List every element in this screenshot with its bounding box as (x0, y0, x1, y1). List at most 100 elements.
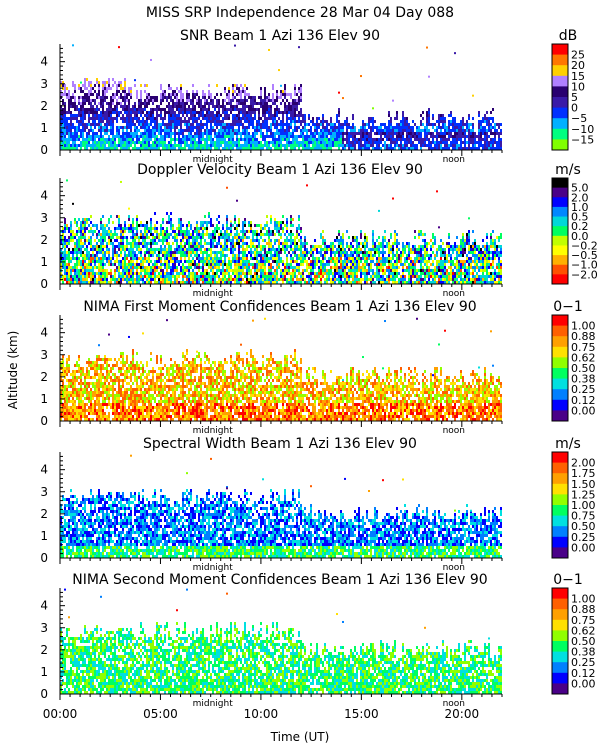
colorbar-swatch (552, 107, 568, 119)
colorbar-swatch (552, 641, 568, 653)
colorbar-swatch (552, 410, 568, 422)
colorbar-swatch (552, 505, 568, 517)
heatmap (60, 179, 502, 284)
colorbar-swatch (552, 630, 568, 642)
colorbar-tick-label: 1.00 (571, 320, 596, 333)
y-tick-label: 3 (40, 485, 48, 499)
colorbar-swatch (552, 547, 568, 559)
colorbar-tick-label: 0 (571, 102, 578, 115)
colorbar-tick-label: 0.00 (571, 541, 596, 554)
colorbar-tick-label: 0.50 (571, 635, 596, 648)
colorbar-tick-label: 1.0 (571, 201, 589, 214)
colorbar-swatch (552, 226, 568, 237)
colorbar-tick-label: 0.62 (571, 624, 596, 637)
marker-noon: noon (443, 426, 465, 436)
y-tick-label: 0 (40, 277, 48, 291)
colorbar: 1.000.880.750.620.500.380.250.120.00 0−1 (551, 299, 596, 422)
x-tick-label: 00:00 (43, 707, 78, 721)
colorbar-swatch (552, 452, 568, 464)
colorbar-tick-label: 25 (571, 49, 585, 62)
colorbar-swatch (552, 325, 568, 337)
marker-midnight: midnight (193, 563, 234, 573)
colorbar-tick-label: −15 (571, 133, 594, 146)
marker-midnight: midnight (193, 699, 234, 709)
colorbar-swatch (552, 378, 568, 390)
colorbar-swatch (552, 526, 568, 538)
colorbar-unit: m/s (555, 162, 581, 178)
colorbar-swatch (552, 187, 568, 198)
marker-noon: noon (443, 563, 465, 573)
colorbar-tick-label: 0.12 (571, 667, 596, 680)
colorbar-tick-label: −2.0 (571, 268, 598, 281)
panel-title: NIMA First Moment Confidences Beam 1 Azi… (83, 299, 476, 315)
colorbar-tick-label: 0.38 (571, 373, 596, 386)
colorbar-swatch (552, 86, 568, 98)
colorbar-swatch (552, 274, 568, 285)
colorbar-swatch (552, 118, 568, 130)
colorbar-swatch (552, 399, 568, 411)
colorbar: 5.02.01.00.50.20.0−0.2−0.5−1.0−2.0 m/s (551, 162, 598, 285)
heatmap (60, 454, 502, 558)
colorbar-tick-label: 0.0 (571, 230, 589, 243)
colorbar-swatch (552, 206, 568, 218)
colorbar-swatch (552, 672, 568, 684)
y-tick-label: 4 (40, 55, 48, 69)
colorbar-tick-label: 0.2 (571, 220, 589, 233)
y-tick-label: 1 (40, 665, 48, 679)
colorbar-swatch (552, 235, 568, 246)
colorbar-tick-label: 10 (571, 80, 585, 93)
colorbar-tick-label: 15 (571, 70, 585, 83)
colorbar-tick-label: 2.0 (571, 191, 589, 204)
colorbar-swatch (552, 128, 568, 140)
y-tick-label: 0 (40, 143, 48, 157)
y-tick-label: 1 (40, 121, 48, 135)
colorbar-swatch (552, 473, 568, 485)
y-tick-label: 3 (40, 621, 48, 635)
colorbar-swatch (552, 315, 568, 327)
colorbar-swatch (552, 588, 568, 600)
colorbar-tick-label: 0.75 (571, 510, 596, 523)
colorbar-tick-label: 0.88 (571, 330, 596, 343)
panel-title: Spectral Width Beam 1 Azi 136 Elev 90 (143, 436, 417, 452)
y-tick-label: 1 (40, 529, 48, 543)
y-tick-label: 2 (40, 99, 48, 113)
colorbar: 2.001.751.501.251.000.750.500.250.00 m/s (551, 436, 596, 559)
y-tick-label: 3 (40, 348, 48, 362)
marker-midnight: midnight (193, 426, 234, 436)
colorbar-tick-label: 1.75 (571, 467, 596, 480)
colorbar-swatch (552, 368, 568, 380)
x-tick-label: 10:00 (244, 707, 279, 721)
marker-noon: noon (443, 699, 465, 709)
y-tick-label: 4 (40, 599, 48, 613)
heatmap (60, 317, 502, 421)
colorbar-swatch (552, 44, 568, 56)
colorbar-tick-label: −0.5 (571, 249, 598, 262)
y-tick-label: 2 (40, 507, 48, 521)
colorbar-swatch (552, 264, 568, 275)
heatmap (60, 588, 502, 694)
x-tick-label: 15:00 (344, 707, 379, 721)
colorbar-tick-label: −10 (571, 123, 594, 136)
colorbar-swatch (552, 97, 568, 109)
colorbar-unit: dB (559, 28, 578, 44)
colorbar-tick-label: 1.00 (571, 499, 596, 512)
colorbar-tick-label: 1.25 (571, 488, 596, 501)
colorbar-tick-label: 0.25 (571, 656, 596, 669)
colorbar-tick-label: 1.00 (571, 593, 596, 606)
x-tick-label: 05:00 (143, 707, 178, 721)
panel-4: Spectral Width Beam 1 Azi 136 Elev 90 0 1 2… (40, 436, 595, 573)
colorbar-swatch (552, 598, 568, 610)
colorbar-tick-label: −0.2 (571, 239, 598, 252)
colorbar-swatch (552, 216, 568, 227)
colorbar-tick-label: 5.0 (571, 182, 589, 195)
colorbar-swatch (552, 346, 568, 358)
colorbar: 1.000.880.750.620.500.380.250.120.00 0−1 (551, 572, 596, 695)
colorbar-frame (551, 43, 569, 151)
colorbar-tick-label: 0.62 (571, 351, 596, 364)
y-tick-label: 2 (40, 370, 48, 384)
y-tick-label: 3 (40, 211, 48, 225)
colorbar-tick-label: 1.50 (571, 478, 596, 491)
y-tick-label: 0 (40, 687, 48, 701)
panel-title: SNR Beam 1 Azi 136 Elev 90 (180, 28, 380, 44)
colorbar-tick-label: 0.5 (571, 211, 589, 224)
